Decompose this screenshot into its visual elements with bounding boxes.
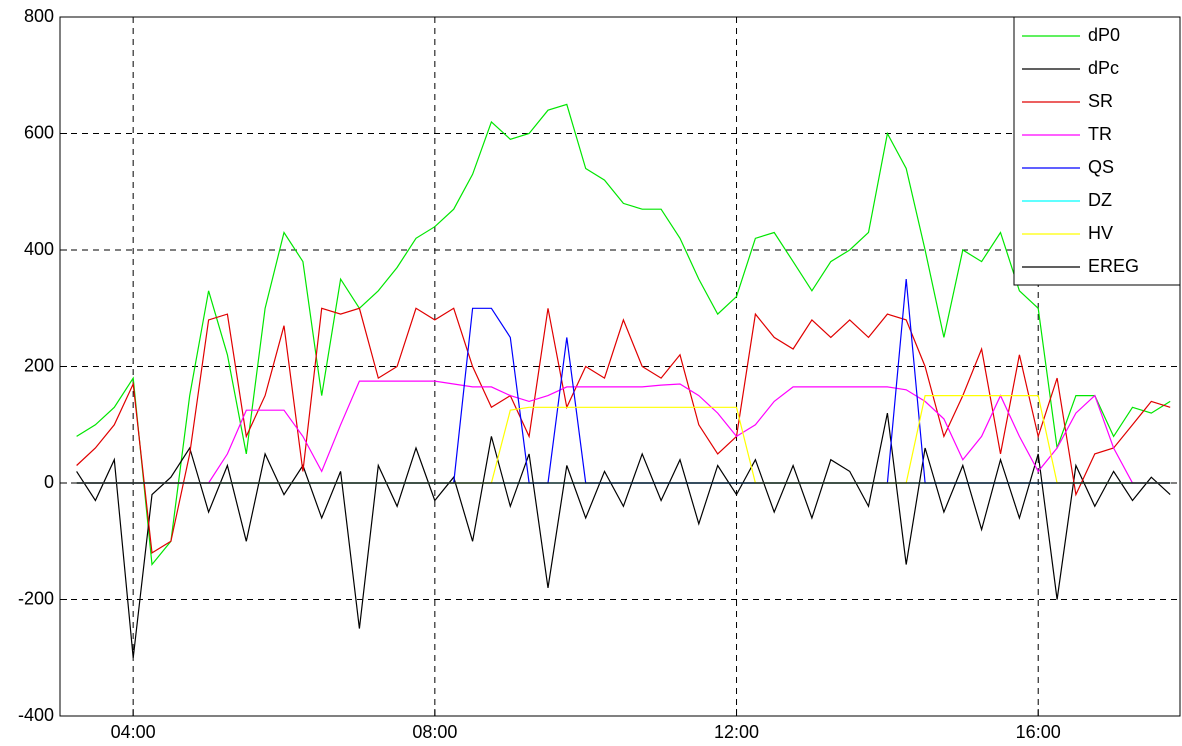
y-tick-label: 800	[24, 6, 54, 26]
x-tick-label: 12:00	[714, 722, 759, 742]
y-tick-label: 0	[44, 472, 54, 492]
y-tick-label: 200	[24, 355, 54, 375]
y-tick-label: 400	[24, 239, 54, 259]
series-line	[76, 380, 1171, 484]
legend-label: DZ	[1088, 190, 1112, 210]
plot-area	[60, 17, 1180, 716]
y-tick-label: 600	[24, 122, 54, 142]
y-tick-label: -200	[18, 588, 54, 608]
x-tick-label: 04:00	[111, 722, 156, 742]
legend-box	[1013, 16, 1181, 286]
series-line	[76, 103, 1171, 567]
legend-label: QS	[1088, 157, 1114, 177]
legend-label: EREG	[1088, 256, 1139, 276]
legend: dP0 dPc SR TR QS DZ HV EREG	[1013, 16, 1181, 286]
series-line	[76, 307, 1171, 554]
plot-frame	[59, 16, 1181, 717]
legend-label: HV	[1088, 223, 1113, 243]
y-tick-label: -400	[18, 705, 54, 725]
legend-label: dP0	[1088, 25, 1120, 45]
x-tick-label: 08:00	[412, 722, 457, 742]
legend-label: TR	[1088, 124, 1112, 144]
x-tick-label: 16:00	[1016, 722, 1061, 742]
legend-label: SR	[1088, 91, 1113, 111]
legend-label: dPc	[1088, 58, 1119, 78]
